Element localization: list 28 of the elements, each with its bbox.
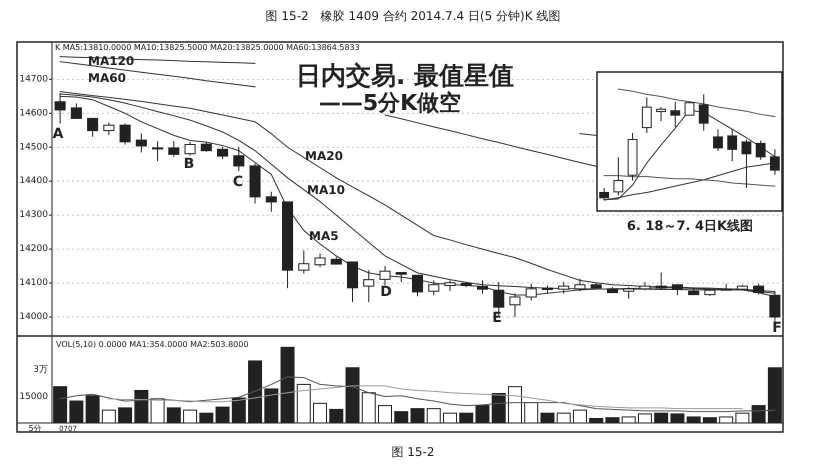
y-tick-label: 14700 bbox=[19, 74, 48, 84]
annotation: D bbox=[380, 284, 392, 300]
annotation: E bbox=[492, 310, 502, 326]
annotation: F bbox=[772, 320, 782, 336]
annotation: K MA5:13810.0000 MA10:13825.5000 MA20:13825.0000 MA60:13864.5833 bbox=[55, 43, 360, 52]
series-label: MA20 bbox=[305, 149, 343, 163]
annotation: VOL(5,10) 0.0000 MA1:354.0000 MA2:503.8000 bbox=[56, 340, 248, 349]
annotation: B bbox=[184, 156, 194, 172]
caption: 图 15-2 bbox=[391, 445, 435, 459]
annotation: ——5分K做空 bbox=[318, 90, 462, 116]
y-tick-label: 14000 bbox=[19, 312, 48, 322]
y-tick-label: 14500 bbox=[19, 142, 48, 152]
text: 3万 bbox=[33, 365, 48, 375]
series-label: MA120 bbox=[88, 54, 134, 68]
y-tick-label: 14400 bbox=[19, 176, 48, 186]
annotation: 6. 18～7. 4日K线图 bbox=[626, 219, 754, 234]
annotation: C bbox=[232, 174, 244, 190]
y-tick-label: 14300 bbox=[19, 210, 48, 220]
y-tick-label: 14200 bbox=[19, 244, 48, 254]
series-label: MA5 bbox=[309, 229, 339, 243]
annotation: A bbox=[52, 126, 64, 142]
y-tick-label: 14100 bbox=[19, 278, 48, 288]
series-label: MA60 bbox=[88, 71, 126, 85]
annotation: 日内交易. 最值星值 bbox=[296, 61, 514, 90]
y-tick-label: 14600 bbox=[19, 108, 48, 118]
text: 15000 bbox=[19, 392, 48, 402]
series-label: MA10 bbox=[307, 183, 345, 197]
chart-title: 图 15-2 橡胶 1409 合约 2014.7.4 日(5 分钟)K 线图 bbox=[266, 9, 560, 23]
